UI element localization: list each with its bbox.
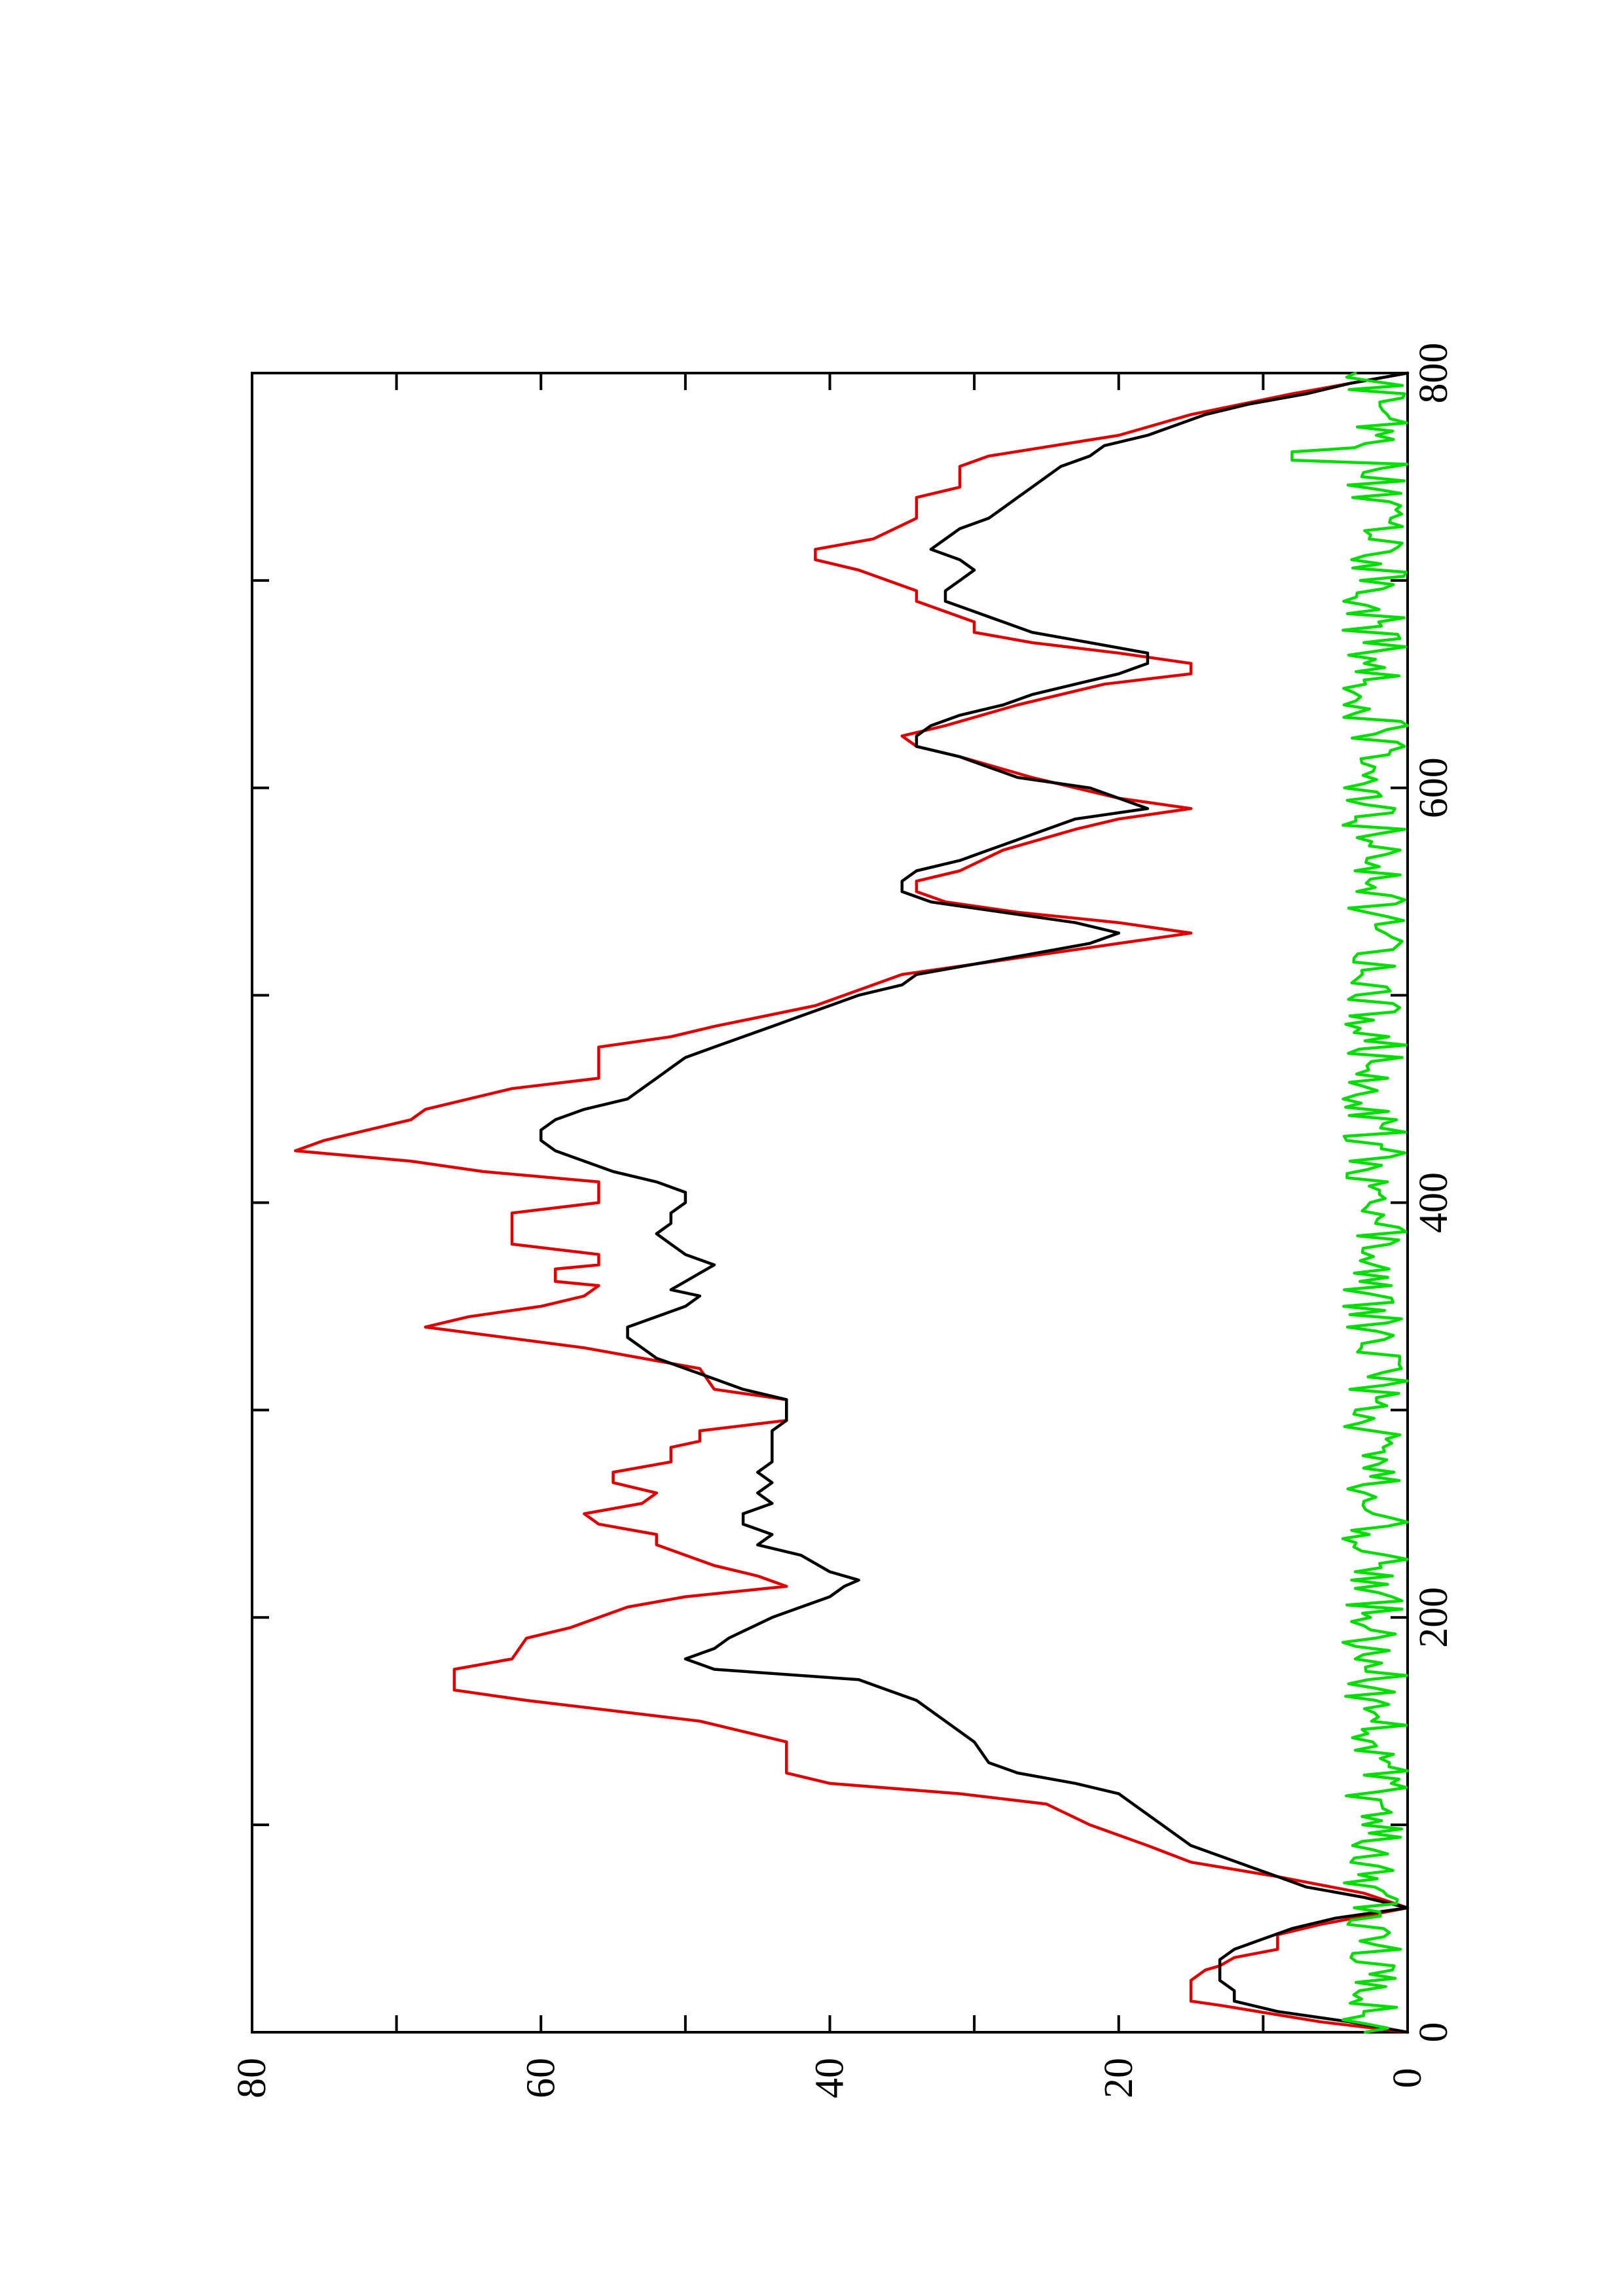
x-tick-label: 400 [1412,1172,1456,1233]
series-line-2 [539,371,1410,2034]
y-tick-label: 20 [1097,2058,1141,2098]
x-tick-label: 200 [1412,1587,1456,1648]
y-tick-label: 80 [230,2058,274,2098]
tick-labels: 0 200 400 600 800 0 20 40 60 80 [230,343,1456,2099]
series-line-1 [293,371,1410,2034]
series-group [293,371,1410,2034]
x-tick-label: 600 [1412,757,1456,818]
y-tick-label: 0 [1385,2068,1430,2089]
axes [251,372,1409,2034]
x-tick-label: 800 [1412,343,1456,404]
y-tick-label: 40 [808,2058,852,2098]
y-tick-label: 60 [519,2058,563,2098]
x-tick-label: 0 [1412,2022,1456,2043]
series-line-3 [1290,371,1409,2034]
